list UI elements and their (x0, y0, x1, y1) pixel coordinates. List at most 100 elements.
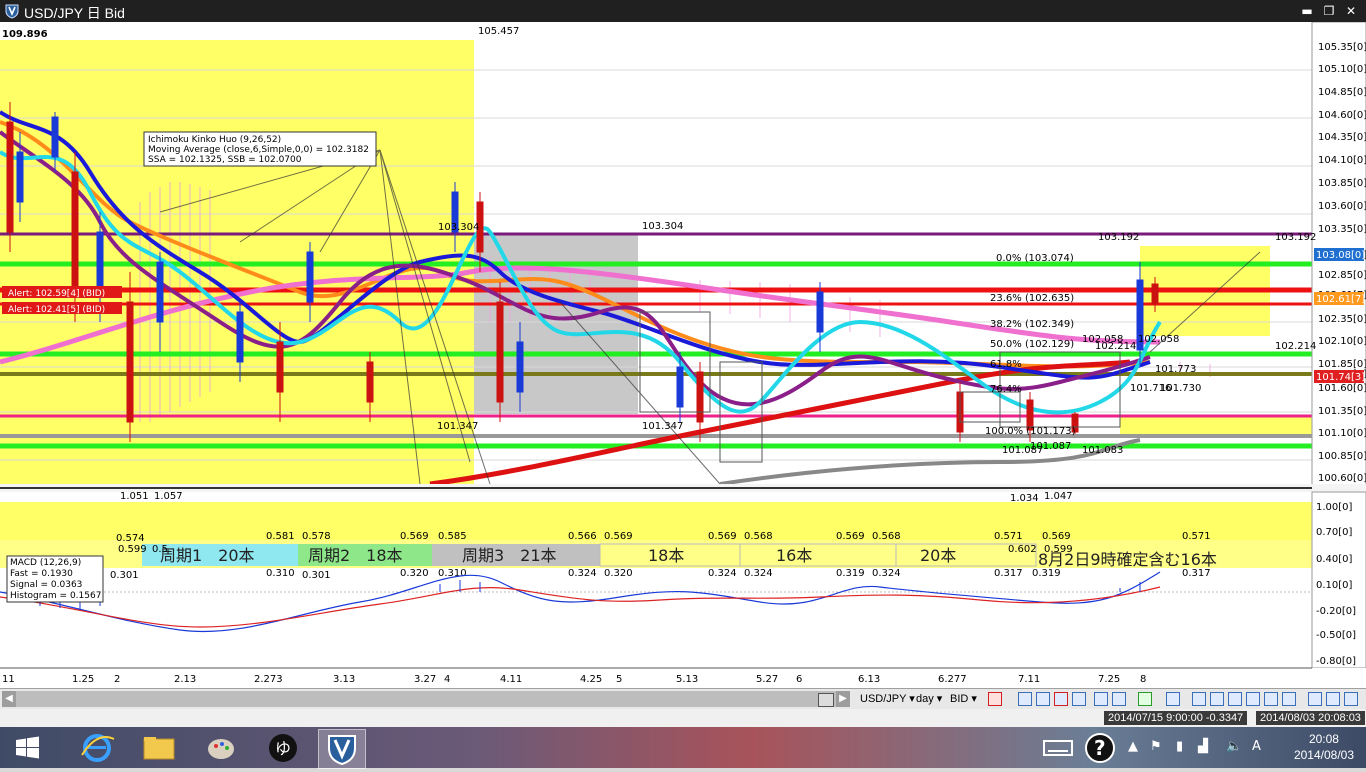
macd-scale-label: 0.40[0] (1316, 554, 1353, 565)
label-r3b: 103.192 (1275, 232, 1316, 243)
cycle-band-4: 18本 (599, 543, 741, 567)
candle-icon[interactable] (1054, 692, 1068, 706)
scroll-left-icon[interactable]: ◀ (2, 691, 16, 707)
price-scale-label: 103.35[0] (1318, 224, 1366, 235)
mid-val-8: 0.569 (708, 531, 737, 542)
battery-icon[interactable]: ▮ (1176, 739, 1184, 754)
macd-scale-label: 1.00[0] (1316, 502, 1353, 513)
period-select[interactable]: day ▾ (916, 693, 943, 705)
cycle-band-2: 周期2 18本 (298, 544, 432, 566)
label-v2: 102.214 (1095, 341, 1136, 352)
clock-time: 20:08 (1308, 732, 1339, 746)
cursor-icon[interactable] (1138, 692, 1152, 706)
volume-icon[interactable]: 🔈 (1226, 739, 1243, 754)
ma-cyan (0, 150, 1162, 415)
mid-val-3: 0.578 (302, 531, 331, 542)
fx-trading-app-button[interactable] (318, 729, 366, 769)
mid-val-4: 0.569 (400, 531, 429, 542)
label-r2: 103.304 (642, 221, 683, 232)
mid-val-10: 0.569 (836, 531, 865, 542)
time-axis-label: 5 (616, 674, 622, 685)
chart-type-icon[interactable] (1018, 692, 1032, 706)
paint-icon[interactable] (198, 729, 244, 767)
cycle-1-label: 周期1 20本 (160, 546, 255, 565)
taskbar-clock[interactable]: 20:08 2014/08/03 (1294, 731, 1354, 763)
mid-val-9: 0.568 (744, 531, 773, 542)
settings-icon[interactable] (1326, 692, 1340, 706)
low-val-12: 0.317 (994, 568, 1023, 579)
close-button[interactable]: ✕ (1345, 4, 1357, 18)
fib-236: 23.6% (102.635) (990, 293, 1074, 304)
zoom-out-icon[interactable] (1210, 692, 1224, 706)
chart-toolbar-row: ◀ ▶ USD/JPY ▾ day ▾ BID ▾ (0, 688, 1366, 710)
zoom-in-icon[interactable] (1192, 692, 1206, 706)
macd-line-4: Histogram = 0.1567 (10, 591, 101, 601)
label-v7: 101.716 (1130, 383, 1171, 394)
file-explorer-icon[interactable] (136, 729, 182, 767)
fib-0: 0.0% (103.074) (996, 253, 1074, 264)
mid-val-7: 0.569 (604, 531, 633, 542)
cycle-3-label: 周期3 21本 (462, 546, 557, 565)
horizontal-scrollbar[interactable]: ◀ ▶ (2, 691, 850, 707)
macd-line-2: Fast = 0.1930 (10, 569, 73, 579)
chart-top-value: 109.896 (2, 29, 48, 40)
show-hidden-icons-icon[interactable]: ▲ (1128, 739, 1138, 754)
crosshair-icon[interactable] (1228, 692, 1242, 706)
marker-icon[interactable] (988, 692, 1002, 706)
chart-area[interactable]: 105.35[0] 105.10[0] 104.85[0] 104.60[0] 104.… (0, 22, 1366, 688)
ma-purple (0, 130, 1151, 407)
info-line-2: Moving Average (close,6,Simple,0,0) = 10… (148, 145, 369, 155)
ime-indicator[interactable]: A (1252, 739, 1261, 754)
price-scale-label: 105.35[0] (1318, 42, 1366, 53)
info-line-1: Ichimoku Kinko Huo (9,26,52) (148, 135, 281, 145)
price-scale-label: 101.10[0] (1318, 428, 1366, 439)
fit-vertical-icon[interactable] (1246, 692, 1260, 706)
grid-icon[interactable] (1112, 692, 1126, 706)
fit-horizontal-icon[interactable] (1264, 692, 1278, 706)
save-icon[interactable] (1344, 692, 1358, 706)
time-axis-label: 5.13 (676, 674, 698, 685)
minimize-button[interactable]: ▬ (1301, 4, 1313, 18)
low-val-3: 0.301 (302, 570, 331, 581)
upper-val-1: 1.051 (120, 491, 149, 502)
time-axis-label: 6.277 (938, 674, 967, 685)
price-chart-svg[interactable]: 105.35[0] 105.10[0] 104.85[0] 104.60[0] 104.… (0, 22, 1366, 688)
time-axis-label: 8 (1140, 674, 1146, 685)
scroll-right-icon[interactable]: ▶ (836, 691, 850, 707)
macd-line-3: Signal = 0.0363 (10, 580, 82, 590)
network-icon[interactable]: ▟ (1198, 739, 1208, 754)
macd-scale-label: 0.10[0] (1316, 580, 1353, 591)
help-icon[interactable]: ? (1080, 729, 1120, 767)
price-scale-label: 101.60[0] (1318, 383, 1366, 394)
fx-trading-app-icon (328, 735, 356, 766)
restore-button[interactable]: ❐ (1323, 4, 1335, 18)
yu-app-icon[interactable]: ゆ (260, 729, 306, 767)
print-icon[interactable] (1308, 692, 1322, 706)
flag-icon[interactable]: ⚑ (1150, 739, 1162, 754)
label-v4: 102.214 (1275, 341, 1316, 352)
symbol-select[interactable]: USD/JPY ▾ (860, 693, 915, 705)
bar-chart-icon[interactable] (1036, 692, 1050, 706)
fib-50: 50.0% (102.129) (990, 339, 1074, 350)
mid2-val-1: 0.599 (118, 544, 147, 555)
scroll-thumb[interactable] (818, 693, 834, 707)
price-tag-red: 101.74[3] (1314, 370, 1365, 383)
keyboard-icon[interactable] (1040, 729, 1076, 767)
line-chart-icon[interactable] (1072, 692, 1086, 706)
cycle-7-label: 8月2日9時確定含む16本 (1038, 550, 1217, 569)
zoom-reset-icon[interactable] (1282, 692, 1296, 706)
internet-explorer-icon[interactable] (74, 729, 120, 767)
ma-pink (0, 265, 1161, 365)
mid-val-1: 0.574 (116, 533, 145, 544)
template-icon[interactable] (1166, 692, 1180, 706)
windows-start-icon[interactable] (4, 729, 50, 767)
time-axis-label: 6.13 (858, 674, 880, 685)
window-titlebar: USD/JPY 日 Bid ▬ ❐ ✕ (0, 0, 1366, 22)
time-axis-label: 4 (444, 674, 450, 685)
time-axis-label: 5.27 (756, 674, 778, 685)
price-scale-label: 103.60[0] (1318, 201, 1366, 212)
price-scale-label: 104.10[0] (1318, 155, 1366, 166)
window-icon[interactable] (1094, 692, 1108, 706)
cycle-band-3: 周期3 21本 (432, 544, 600, 566)
side-select[interactable]: BID ▾ (950, 693, 977, 705)
